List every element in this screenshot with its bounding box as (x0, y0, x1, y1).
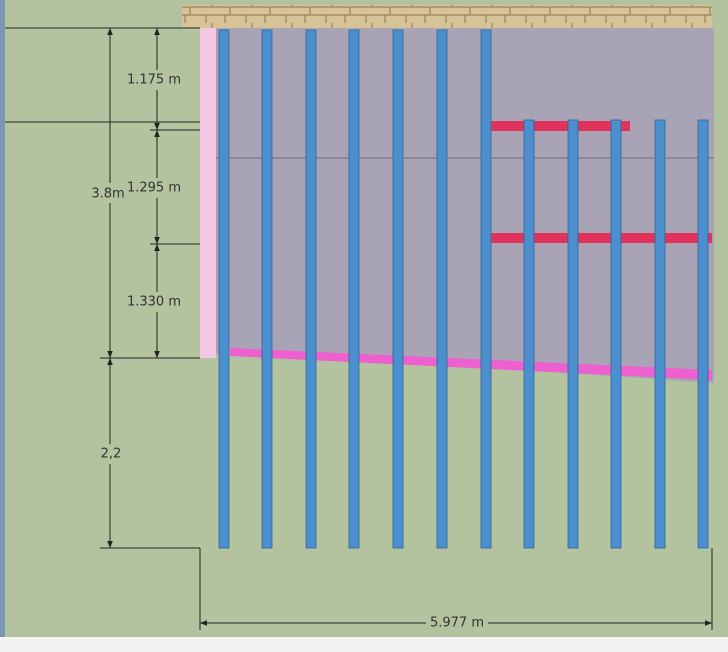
stud (567, 119, 579, 549)
header-beam (490, 121, 630, 131)
pink-edge (200, 28, 216, 358)
label-backdrop (88, 183, 126, 203)
dimension-label: 1.175 m (127, 73, 181, 88)
label-backdrop (96, 444, 126, 464)
dimension-label: 3.8m (91, 187, 124, 202)
stud (261, 29, 273, 549)
stud (392, 29, 404, 549)
stud (697, 119, 709, 549)
stud (654, 119, 666, 549)
label-backdrop (126, 70, 182, 90)
header-beam (490, 233, 712, 243)
label-backdrop (426, 614, 488, 632)
stud-group (218, 29, 709, 549)
stud (305, 29, 317, 549)
label-backdrop (126, 292, 182, 312)
stone-cap (182, 5, 712, 28)
stud (436, 29, 448, 549)
wall-panel (200, 28, 714, 383)
dimension-label: 1.330 m (127, 295, 181, 310)
viewport-border (0, 0, 5, 637)
status-strip (0, 637, 728, 652)
stud (523, 119, 535, 549)
stud (610, 119, 622, 549)
stud (480, 29, 492, 549)
dimension-label: 1.295 m (127, 181, 181, 196)
dimension-label: 2,2 (101, 447, 122, 462)
label-backdrop (126, 178, 182, 198)
stud (218, 29, 230, 549)
dimension-label: 5.977 m (430, 616, 484, 631)
stud (348, 29, 360, 549)
